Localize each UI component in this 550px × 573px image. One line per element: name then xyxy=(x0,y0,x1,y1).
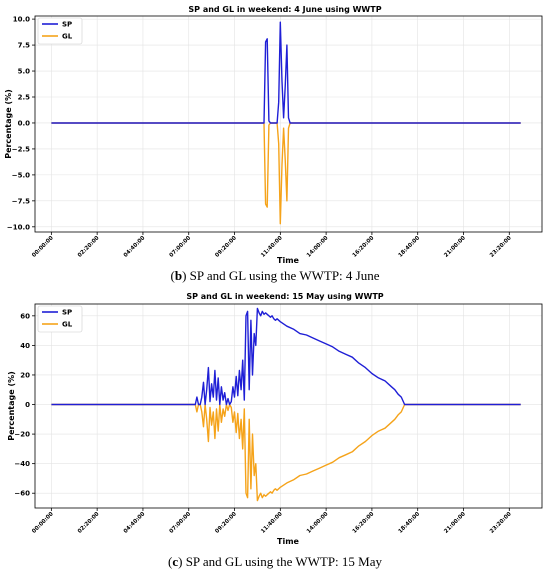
x-tick-label: 04:40:00 xyxy=(123,511,147,535)
y-tick-label: 40 xyxy=(20,342,30,350)
series-line-sp xyxy=(51,307,521,406)
legend: SP GL xyxy=(37,305,83,333)
series-line-sp xyxy=(51,21,521,124)
caption-letter: b xyxy=(175,268,182,283)
x-tick-label: 18:40:00 xyxy=(398,235,422,259)
legend-gl-label: GL xyxy=(62,33,73,41)
lines xyxy=(51,21,521,225)
legend-gl-label: GL xyxy=(62,321,73,329)
y-tick-label: 7.5 xyxy=(18,42,31,50)
caption-b: (b) SP and GL using the WWTP: 4 June xyxy=(171,268,380,283)
x-tick-label: 14:00:00 xyxy=(306,511,330,535)
x-tick-label: 02:20:00 xyxy=(77,235,101,259)
x-axis-label: Time xyxy=(277,256,300,265)
y-tick-label: 0.0 xyxy=(18,119,31,127)
series-line-gl xyxy=(51,403,521,502)
y-tick-label: −5.0 xyxy=(12,171,30,179)
legend-sp-label: SP xyxy=(62,309,72,317)
x-tick-label: 02:20:00 xyxy=(77,511,101,535)
x-tick-label: 07:00:00 xyxy=(169,511,193,535)
x-tick-label: 00:00:00 xyxy=(31,511,55,535)
chart-panel-c: SP and GL in weekend: 15 May using WWTP … xyxy=(7,292,543,569)
series-line-gl xyxy=(51,122,521,225)
y-tick-label: −40 xyxy=(14,460,30,468)
x-tick-label: 21:00:00 xyxy=(443,235,467,259)
caption-c: (c) SP and GL using the WWTP: 15 May xyxy=(168,554,383,569)
y-tick-label: 60 xyxy=(20,312,30,320)
chart-panel-b: SP and GL in weekend: 4 June using WWTP … xyxy=(4,5,543,283)
x-tick-label: 04:40:00 xyxy=(123,235,147,259)
y-tick-label: −10.0 xyxy=(7,223,30,231)
x-ticks: 00:00:00 02:20:00 04:40:00 07:00:00 09:20:00… xyxy=(31,508,513,535)
legend-box xyxy=(37,305,83,333)
caption-text: SP and GL using the WWTP: 15 May xyxy=(182,554,382,569)
grid xyxy=(35,304,542,508)
x-axis-label: Time xyxy=(277,537,300,546)
legend-box xyxy=(37,17,83,45)
y-ticks: −60 −40 −20 0 20 40 60 xyxy=(14,312,35,498)
x-tick-label: 11:40:00 xyxy=(260,511,284,535)
y-tick-label: 5.0 xyxy=(18,68,31,76)
y-tick-label: 20 xyxy=(20,371,30,379)
y-tick-label: 0 xyxy=(25,401,30,409)
x-tick-label: 09:20:00 xyxy=(214,511,238,535)
plot-frame xyxy=(34,15,543,233)
x-tick-label: 21:00:00 xyxy=(443,511,467,535)
lines xyxy=(51,307,521,502)
x-tick-label: 09:20:00 xyxy=(214,235,238,259)
x-tick-label: 16:20:00 xyxy=(352,511,376,535)
chart-title: SP and GL in weekend: 15 May using WWTP xyxy=(186,292,383,301)
y-tick-label: −7.5 xyxy=(12,197,30,205)
y-tick-label: −2.5 xyxy=(12,145,30,153)
x-tick-label: 18:40:00 xyxy=(398,511,422,535)
x-tick-label: 14:00:00 xyxy=(306,235,330,259)
x-tick-label: 07:00:00 xyxy=(169,235,193,259)
x-tick-label: 23:20:00 xyxy=(489,511,513,535)
y-tick-label: 2.5 xyxy=(18,94,31,102)
x-ticks: 00:00:00 02:20:00 04:40:00 07:00:00 09:20:00… xyxy=(31,232,513,259)
y-ticks: −10.0 −7.5 −5.0 −2.5 0.0 2.5 5.0 7.5 10.0 xyxy=(7,16,35,231)
grid xyxy=(35,16,542,232)
plot-frame xyxy=(34,303,543,509)
x-tick-label: 16:20:00 xyxy=(352,235,376,259)
y-axis-label: Percentage (%) xyxy=(7,371,16,441)
caption-letter: c xyxy=(172,554,178,569)
y-tick-label: −60 xyxy=(14,490,30,498)
x-tick-label: 23:20:00 xyxy=(489,235,513,259)
legend: SP GL xyxy=(37,17,83,45)
chart-title: SP and GL in weekend: 4 June using WWTP xyxy=(188,5,381,14)
x-tick-label: 00:00:00 xyxy=(31,235,55,259)
y-axis-label: Percentage (%) xyxy=(4,89,13,159)
y-tick-label: −20 xyxy=(14,431,30,439)
y-tick-label: 10.0 xyxy=(13,16,30,24)
caption-text: SP and GL using the WWTP: 4 June xyxy=(186,268,379,283)
legend-sp-label: SP xyxy=(62,21,72,29)
